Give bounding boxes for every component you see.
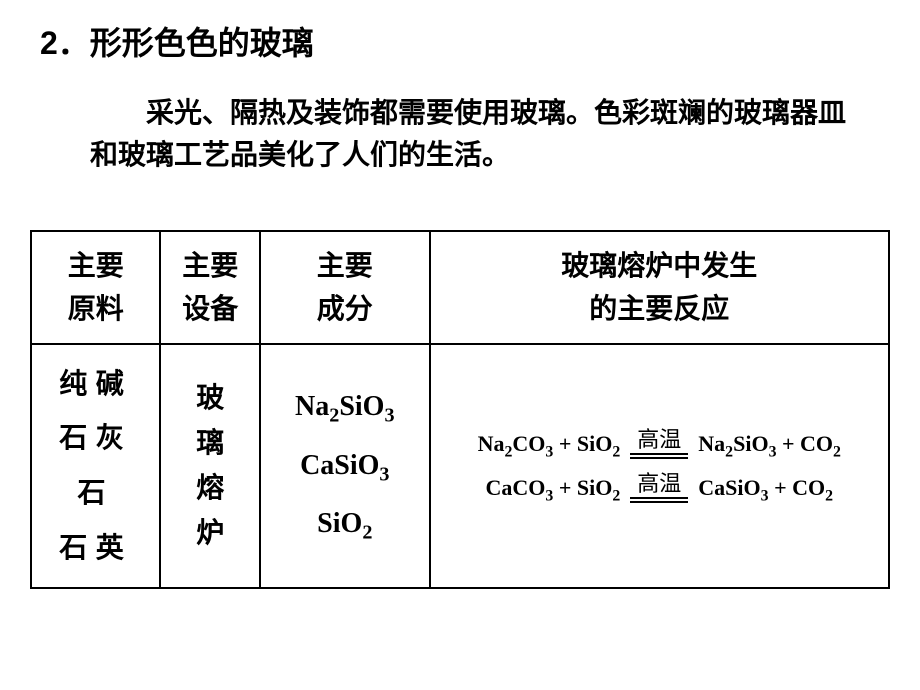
reaction-lhs: Na2CO3 + SiO2 <box>478 431 621 457</box>
component-formula: SiO2 <box>271 495 419 554</box>
th-rxn: 玻璃熔炉中发生 的主要反应 <box>430 231 889 344</box>
equals-line-icon <box>630 453 688 459</box>
th-raw-l2: 原料 <box>68 293 124 324</box>
reaction-lhs: CaCO3 + SiO2 <box>486 475 621 501</box>
th-comp-l1: 主要 <box>317 250 373 281</box>
raw-item: 石英 <box>42 521 149 576</box>
component-formula: CaSiO3 <box>271 437 419 496</box>
reaction-rhs: CaSiO3 + CO2 <box>698 475 833 501</box>
th-rxn-l1: 玻璃熔炉中发生 <box>561 250 757 281</box>
equals-line-icon <box>630 497 688 503</box>
reaction-rhs: Na2SiO3 + CO2 <box>698 431 841 457</box>
th-equip: 主要 设备 <box>160 231 260 344</box>
th-equip-l2: 设备 <box>182 293 238 324</box>
raw-item: 石灰石 <box>42 411 149 520</box>
th-comp-l2: 成分 <box>317 293 373 324</box>
equip-char: 炉 <box>171 511 249 556</box>
reaction-line: Na2CO3 + SiO2 高温 Na2SiO3 + CO2 <box>441 429 878 459</box>
equip-char: 璃 <box>171 421 249 466</box>
intro-paragraph: 采光、隔热及装饰都需要使用玻璃。色彩斑斓的玻璃器皿和玻璃工艺品美化了人们的生活。 <box>90 92 860 176</box>
section-heading: 2．形形色色的玻璃 <box>40 18 314 64</box>
th-comp: 主要 成分 <box>260 231 430 344</box>
table-body-row: 纯碱 石灰石 石英 玻 璃 熔 炉 Na2SiO3 CaSiO3 SiO2 Na… <box>31 344 889 588</box>
th-equip-l1: 主要 <box>182 250 238 281</box>
glass-table: 主要 原料 主要 设备 主要 成分 玻璃熔炉中发生 的主要反应 纯碱 石灰石 石… <box>30 230 890 589</box>
table-header-row: 主要 原料 主要 设备 主要 成分 玻璃熔炉中发生 的主要反应 <box>31 231 889 344</box>
th-raw: 主要 原料 <box>31 231 160 344</box>
reaction-line: CaCO3 + SiO2 高温 CaSiO3 + CO2 <box>441 473 878 503</box>
th-raw-l1: 主要 <box>68 250 124 281</box>
reaction-arrow: 高温 <box>630 473 688 503</box>
component-formula: Na2SiO3 <box>271 378 419 437</box>
equip-char: 熔 <box>171 466 249 511</box>
equip-char: 玻 <box>171 376 249 421</box>
reaction-arrow: 高温 <box>630 429 688 459</box>
reaction-condition: 高温 <box>637 473 681 495</box>
cell-raw-materials: 纯碱 石灰石 石英 <box>31 344 160 588</box>
raw-item: 纯碱 <box>42 357 149 412</box>
th-rxn-l2: 的主要反应 <box>589 293 729 324</box>
cell-components: Na2SiO3 CaSiO3 SiO2 <box>260 344 430 588</box>
reaction-condition: 高温 <box>637 429 681 451</box>
cell-reactions: Na2CO3 + SiO2 高温 Na2SiO3 + CO2 CaCO3 + S… <box>430 344 889 588</box>
cell-equipment: 玻 璃 熔 炉 <box>160 344 260 588</box>
